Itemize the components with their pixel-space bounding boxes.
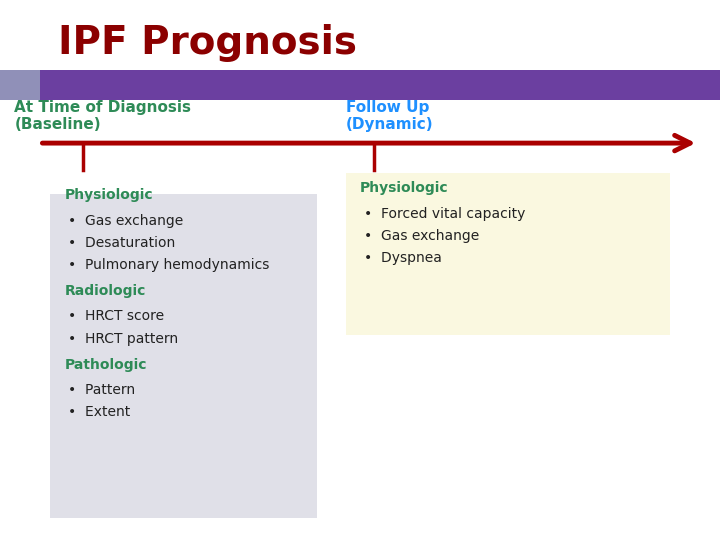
Text: At Time of Diagnosis
(Baseline): At Time of Diagnosis (Baseline) (14, 100, 192, 132)
Text: Physiologic: Physiologic (65, 188, 153, 202)
Text: •  Forced vital capacity: • Forced vital capacity (364, 207, 525, 221)
Text: Follow Up
(Dynamic): Follow Up (Dynamic) (346, 100, 433, 132)
Text: •  Desaturation: • Desaturation (68, 236, 176, 250)
Bar (50, 194, 317, 518)
Text: Radiologic: Radiologic (65, 284, 146, 298)
Text: Physiologic: Physiologic (360, 181, 449, 195)
Text: •  HRCT score: • HRCT score (68, 309, 165, 323)
Text: •  Gas exchange: • Gas exchange (364, 229, 479, 243)
Text: •  Extent: • Extent (68, 405, 130, 419)
Text: IPF Prognosis: IPF Prognosis (58, 24, 356, 62)
Text: Pathologic: Pathologic (65, 357, 148, 372)
Bar (0, 70, 40, 100)
Text: •  Dyspnea: • Dyspnea (364, 251, 441, 265)
Text: •  Gas exchange: • Gas exchange (68, 214, 184, 228)
Bar (40, 70, 720, 100)
Text: •  Pulmonary hemodynamics: • Pulmonary hemodynamics (68, 258, 270, 272)
Text: •  HRCT pattern: • HRCT pattern (68, 332, 179, 346)
Bar (346, 173, 670, 335)
Text: •  Pattern: • Pattern (68, 383, 135, 397)
